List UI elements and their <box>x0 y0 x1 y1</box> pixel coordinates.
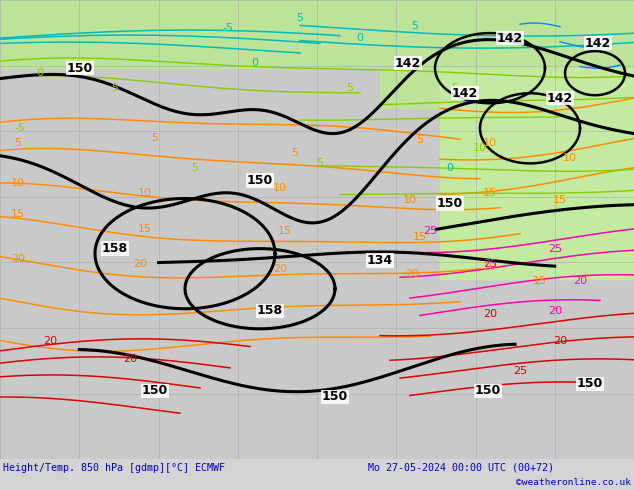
Text: ©weatheronline.co.uk: ©weatheronline.co.uk <box>516 478 631 487</box>
Text: 20: 20 <box>123 354 137 364</box>
Text: 15: 15 <box>11 209 25 219</box>
Text: -5: -5 <box>223 23 233 33</box>
Text: 20: 20 <box>133 259 147 269</box>
Text: 10: 10 <box>563 153 577 163</box>
Text: 158: 158 <box>257 304 283 317</box>
Text: 20: 20 <box>548 306 562 316</box>
Text: 5: 5 <box>292 148 299 158</box>
Text: 150: 150 <box>577 377 603 391</box>
Text: 20: 20 <box>483 309 497 319</box>
Text: 10: 10 <box>483 138 497 148</box>
Text: 5: 5 <box>316 158 323 169</box>
Text: 142: 142 <box>497 31 523 45</box>
Text: 150: 150 <box>475 385 501 397</box>
Text: 142: 142 <box>395 57 421 70</box>
Text: 0: 0 <box>446 163 453 173</box>
Text: 150: 150 <box>322 391 348 403</box>
Text: 10: 10 <box>483 262 497 271</box>
Text: 25: 25 <box>483 259 497 269</box>
Text: 15: 15 <box>138 223 152 234</box>
Text: 25: 25 <box>423 225 437 236</box>
Text: 142: 142 <box>547 92 573 105</box>
Text: 20: 20 <box>573 276 587 286</box>
Text: 15: 15 <box>533 276 547 286</box>
Bar <box>380 0 634 108</box>
Text: 10: 10 <box>403 196 417 205</box>
Text: 10: 10 <box>138 189 152 198</box>
Text: 150: 150 <box>142 385 168 397</box>
Text: 5: 5 <box>417 135 424 146</box>
Text: 150: 150 <box>67 62 93 74</box>
Text: 25: 25 <box>513 366 527 376</box>
Text: 10: 10 <box>273 183 287 194</box>
Text: 10: 10 <box>473 144 487 153</box>
Text: 5: 5 <box>152 133 158 144</box>
Text: 15: 15 <box>553 196 567 205</box>
Text: 5: 5 <box>297 13 304 23</box>
Text: 5: 5 <box>347 83 354 93</box>
Text: 142: 142 <box>585 37 611 49</box>
Text: 20: 20 <box>553 336 567 346</box>
Text: 142: 142 <box>452 87 478 100</box>
Text: 150: 150 <box>437 197 463 210</box>
Text: 5: 5 <box>112 83 119 93</box>
Text: 5: 5 <box>15 138 22 148</box>
Text: 15: 15 <box>413 232 427 242</box>
Text: 0: 0 <box>37 68 44 78</box>
Text: 20: 20 <box>43 336 57 346</box>
Text: 15: 15 <box>483 189 497 198</box>
Text: Mo 27-05-2024 00:00 UTC (00+72): Mo 27-05-2024 00:00 UTC (00+72) <box>368 463 553 473</box>
Text: -5: -5 <box>15 123 25 133</box>
Text: 20: 20 <box>405 269 419 279</box>
Text: 158: 158 <box>102 242 128 255</box>
Bar <box>440 68 634 279</box>
Text: 25: 25 <box>583 382 597 392</box>
Text: 10: 10 <box>11 178 25 189</box>
Text: 150: 150 <box>247 174 273 187</box>
Text: 20: 20 <box>11 254 25 264</box>
Text: 5: 5 <box>451 83 458 93</box>
Text: 5: 5 <box>411 21 418 31</box>
Bar <box>0 0 634 68</box>
Text: 0: 0 <box>252 58 259 68</box>
Text: 134: 134 <box>367 254 393 267</box>
Text: 20: 20 <box>273 264 287 273</box>
Text: 15: 15 <box>278 225 292 236</box>
Text: 25: 25 <box>548 244 562 254</box>
Text: 0: 0 <box>356 33 363 43</box>
Text: Height/Temp. 850 hPa [gdmp][°C] ECMWF: Height/Temp. 850 hPa [gdmp][°C] ECMWF <box>3 463 225 473</box>
Text: 5: 5 <box>191 163 198 173</box>
